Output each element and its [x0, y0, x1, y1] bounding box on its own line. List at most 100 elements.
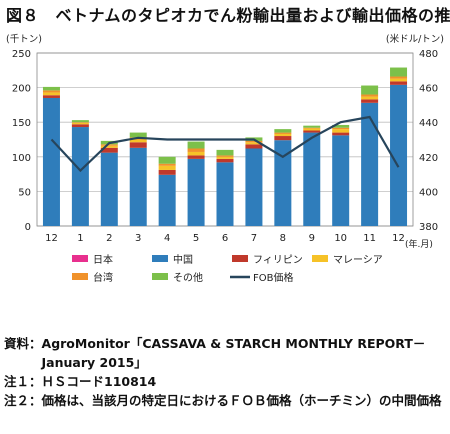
bar-segment [245, 148, 263, 226]
bar-segment [100, 147, 118, 153]
chart-title: 図８ ベトナムのタピオカでん粉輸出量および輸出価格の推移 [6, 6, 450, 25]
bar-segment [216, 162, 234, 226]
bar-segment [332, 132, 350, 136]
note-text: 価格は、当該月の特定日におけるＦＯＢ価格（ホーチミン）の中間価格 [41, 393, 442, 408]
line-layer [50, 115, 400, 173]
legend-swatch [232, 255, 248, 262]
bar-segment [42, 95, 60, 98]
bar-segment [216, 149, 234, 156]
x-tick-label: 4 [164, 233, 170, 244]
x-tick-label: 12 [45, 233, 58, 244]
bar-segment [390, 81, 408, 85]
bar-segment [71, 127, 89, 226]
x-tick-label: 5 [193, 233, 199, 244]
bar-segment [129, 142, 147, 148]
y-tick-label: 0 [25, 222, 31, 233]
bar-segment [332, 135, 350, 226]
y-right-tick-label: 400 [419, 187, 438, 198]
bar-segment [274, 129, 292, 133]
bar-segment [361, 94, 379, 97]
bar-segment [187, 148, 205, 152]
x-tick-label: 3 [135, 233, 141, 244]
bar-segment [187, 155, 205, 159]
bar-segment [303, 127, 321, 129]
bar-segment [274, 136, 292, 141]
bar-segment [361, 96, 379, 100]
x-tick-label: 9 [309, 233, 315, 244]
note-2: 注２： 価格は、当該月の特定日におけるＦＯＢ価格（ホーチミン）の中間価格 [4, 391, 446, 410]
note-1: 注１： ＨＳコード110814 [4, 372, 446, 391]
note-source: 資料： AgroMonitor「CASSAVA & STARCH MONTHLY… [4, 334, 446, 372]
bar-segment [390, 78, 408, 82]
y-right-tick-label: 460 [419, 84, 438, 95]
bar-segment [303, 132, 321, 226]
y-right-tick-label: 380 [419, 222, 438, 233]
bar-segment [129, 132, 147, 138]
legend-label: 台湾 [93, 271, 113, 284]
legend-label: 日本 [93, 253, 113, 266]
x-tick-label: 12 [392, 233, 405, 244]
bar-segment [361, 85, 379, 95]
bar-segment [216, 156, 234, 159]
bar-segment [158, 174, 176, 226]
bar-segment [71, 120, 89, 123]
bar-segment [245, 144, 263, 149]
bar-segment [100, 152, 118, 226]
bar-segment [100, 144, 118, 146]
bar-segment [158, 165, 176, 170]
legend-swatch [152, 273, 168, 280]
bar-segment [158, 163, 176, 166]
legend-swatch [312, 255, 328, 262]
bar-segment [245, 140, 263, 143]
bar-segment [332, 127, 350, 130]
bar-segment [216, 155, 234, 157]
x-tick-label: 7 [251, 233, 257, 244]
bar-segment [274, 140, 292, 226]
bar-segment [390, 76, 408, 79]
note-label: 注１： [4, 374, 42, 389]
bars-layer [42, 67, 408, 226]
bar-segment [100, 145, 118, 148]
bar-segment [42, 92, 60, 96]
legend-swatch [152, 255, 168, 262]
legend-label: FOB価格 [253, 271, 293, 284]
bar-segment [303, 128, 321, 131]
x-tick-label: 1 [77, 233, 83, 244]
bar-segment [158, 156, 176, 164]
bar-segment [71, 122, 89, 125]
x-tick-label: 10 [334, 233, 347, 244]
bar-segment [274, 133, 292, 137]
note-label: 注２： [4, 393, 42, 408]
y-tick-label: 150 [12, 118, 31, 129]
bar-segment [42, 90, 60, 93]
y-tick-label: 50 [18, 187, 31, 198]
y-tick-label: 200 [12, 84, 31, 95]
bar-segment [216, 158, 234, 163]
bar-segment [274, 132, 292, 134]
bar-segment [71, 124, 89, 128]
y-tick-label: 250 [12, 49, 31, 60]
legend-swatch [72, 273, 88, 280]
bar-segment [187, 151, 205, 156]
bar-segment [187, 158, 205, 226]
legend-label: その他 [173, 271, 203, 284]
bar-segment [158, 169, 176, 175]
x-tick-label: 8 [280, 233, 286, 244]
bar-segment [187, 141, 205, 149]
x-axis-unit: (年.月) [405, 238, 433, 250]
note-text: ＨＳコード110814 [41, 374, 157, 389]
bar-segment [390, 84, 408, 226]
x-tick-label: 11 [363, 233, 376, 244]
y-right-tick-label: 440 [419, 118, 438, 129]
right-axis-unit: (米ドル/トン) [386, 33, 444, 45]
y-tick-label: 100 [12, 153, 31, 164]
x-tick-label: 6 [222, 233, 228, 244]
bar-segment [390, 67, 408, 77]
bar-segment [332, 129, 350, 133]
bar-segment [42, 97, 60, 226]
bar-segment [303, 130, 321, 133]
note-label: 資料： [4, 336, 42, 351]
